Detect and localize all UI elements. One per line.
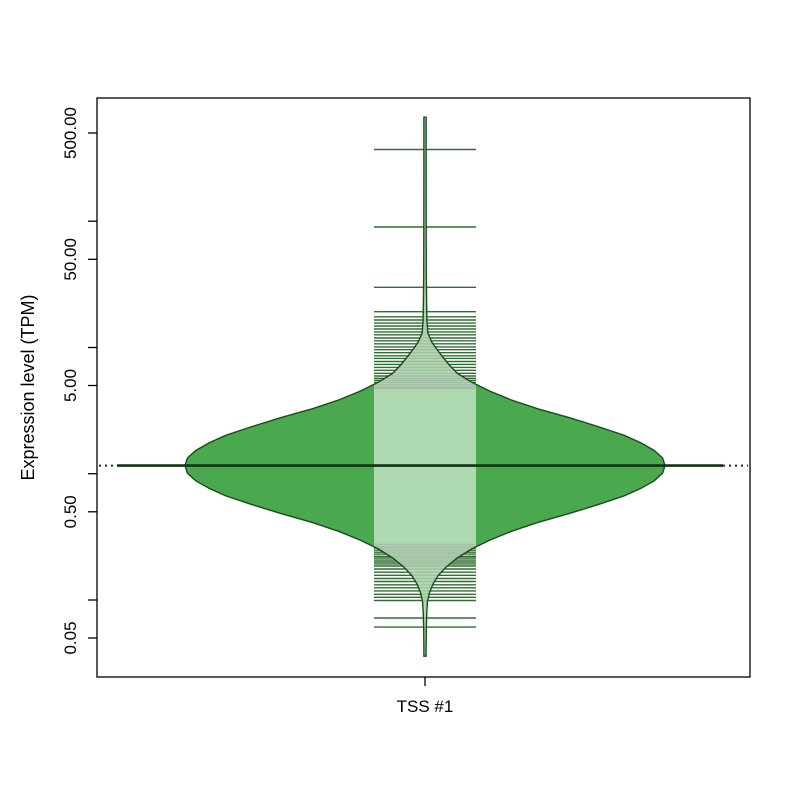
plot-box xyxy=(96,97,751,678)
y-tick-label: 0.05 xyxy=(61,621,80,654)
violin-outline xyxy=(184,116,666,657)
y-axis-title: Expression level (TPM) xyxy=(18,294,38,480)
y-tick-label: 50.00 xyxy=(61,238,80,281)
y-axis xyxy=(88,132,97,639)
y-tick-label: 0.50 xyxy=(61,495,80,528)
x-category-label: TSS #1 xyxy=(397,697,454,716)
violin-highlight-band xyxy=(374,117,476,657)
y-tick-label: 5.00 xyxy=(61,369,80,402)
y-tick-label: 500.00 xyxy=(61,107,80,159)
